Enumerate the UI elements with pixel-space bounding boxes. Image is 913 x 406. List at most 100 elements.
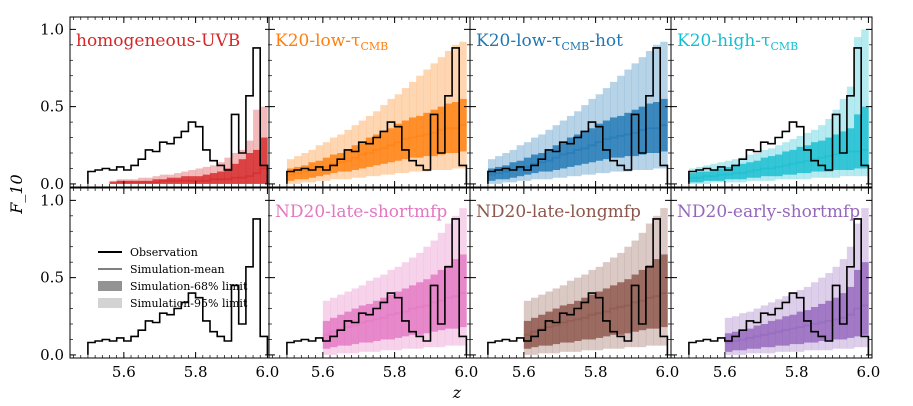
sim-68-bar <box>653 259 661 329</box>
y-tick-label: 0.5 <box>40 269 64 287</box>
panel-1: 0.0 0.5 1.0 homogeneous-UVB <box>40 16 272 193</box>
observation-line <box>688 218 870 355</box>
legend: Observation Simulation-mean Simulation-68%… <box>98 246 248 310</box>
sim-68-bar <box>408 285 417 335</box>
legend-label: Observation <box>130 246 198 259</box>
sim-68-bar <box>253 149 261 184</box>
sim-95-bar <box>861 29 869 177</box>
panel-background <box>70 17 271 187</box>
sim-68-bar <box>803 145 812 174</box>
model-label-text: homogeneous-UVB <box>76 31 240 51</box>
panel-plot-area <box>688 208 870 355</box>
figure-labels: F_10 z <box>7 174 462 402</box>
panel-6: 5.6 5.8 6.0 ND20-late-shortmfp <box>268 187 478 381</box>
x-tick-label: 5.6 <box>311 363 335 381</box>
sim-68-bar <box>818 140 826 172</box>
sim-68-bar <box>202 174 211 184</box>
observation-line <box>286 218 468 355</box>
sim-68-bar <box>775 154 783 177</box>
panel-3: K20-low-τCMB-hot <box>469 16 672 188</box>
sim-95-bar <box>854 37 862 177</box>
sim-68-bar <box>559 305 568 343</box>
model-label-subscript: CMB <box>770 40 798 53</box>
sim-68-bar <box>846 286 855 338</box>
sim-68-bar <box>238 159 247 184</box>
sim-68-bar <box>217 171 225 184</box>
sim-68-bar <box>231 163 239 184</box>
model-label-text: ND20-late-shortmfp <box>275 202 447 222</box>
model-label: ND20-late-longmfp <box>476 202 641 222</box>
sim-68-bar <box>861 106 869 169</box>
panel-plot-area <box>487 208 669 355</box>
panel-8: 5.6 5.8 6.0 ND20-early-shortmfp <box>670 187 880 381</box>
sim-68-bar <box>387 294 395 340</box>
observation-line <box>487 218 669 355</box>
x-tick-label: 6.0 <box>454 363 478 381</box>
sim-68-bar <box>416 282 424 335</box>
sim-mean-line <box>688 149 869 179</box>
x-tick-label: 6.0 <box>655 363 679 381</box>
sim-mean-line <box>322 292 467 336</box>
sim-68-bar <box>854 114 862 169</box>
sim-95-bar <box>253 109 261 184</box>
model-label: ND20-early-shortmfp <box>677 202 860 222</box>
sim-68-bar <box>796 146 805 174</box>
sim-68-bar <box>358 305 367 343</box>
y-axis-label: F_10 <box>7 174 26 214</box>
sim-68-bar <box>746 162 754 178</box>
panel-frame <box>670 187 873 359</box>
observation-line <box>286 47 468 184</box>
panel-5: 0.0 0.5 1.0 5.6 5.8 6.0 Observation Simulation-… <box>40 187 279 381</box>
panel-4: K20-high-τCMB <box>670 16 873 188</box>
sim-68-bar <box>459 254 467 328</box>
sim-68-bar <box>810 142 819 172</box>
panel-plot-area <box>87 47 269 184</box>
model-label: K20-low-τCMB-hot <box>476 31 623 53</box>
observation-line <box>87 47 269 184</box>
model-label-suffix: -hot <box>589 31 623 51</box>
panel-plot-area <box>87 218 269 355</box>
sim-68-bar <box>452 259 460 329</box>
sim-68-bar <box>760 157 769 177</box>
observation-line <box>87 218 269 355</box>
sim-68-bar <box>224 168 232 184</box>
sim-68-bar <box>846 128 855 170</box>
sim-68-bar <box>260 137 268 184</box>
sim-68-bar <box>839 131 848 170</box>
model-label-subscript: CMB <box>561 40 589 53</box>
legend-label: Simulation-68% limit <box>130 280 248 293</box>
panel-7: 5.6 5.8 6.0 ND20-late-longmfp <box>469 187 679 381</box>
observation-line <box>487 47 669 184</box>
sim-68-bar <box>660 254 668 328</box>
sim-68-bar <box>394 291 403 338</box>
y-tick-label: 0.5 <box>40 98 64 116</box>
sim-68-bar <box>595 291 604 338</box>
sim-68-bar <box>574 300 582 341</box>
x-tick-label: 5.8 <box>785 363 809 381</box>
sim-68-bar <box>825 137 833 172</box>
model-label: K20-low-τCMB <box>275 31 388 53</box>
y-tick-label: 0.0 <box>40 346 64 364</box>
sim-68-bar <box>566 303 575 343</box>
y-tick-label: 1.0 <box>40 191 64 209</box>
sim-68-bar <box>588 294 596 340</box>
x-tick-label: 5.6 <box>112 363 136 381</box>
sim-68-bar <box>545 311 553 346</box>
model-label: homogeneous-UVB <box>76 31 240 51</box>
legend-box-swatch <box>98 281 122 291</box>
legend-label: Simulation-95% limit <box>130 297 248 310</box>
x-tick-label: 5.6 <box>713 363 737 381</box>
y-tick-label: 1.0 <box>40 20 64 38</box>
sim-68-bar <box>724 166 733 180</box>
legend-label: Simulation-mean <box>130 263 225 276</box>
model-label-text: K20-low-τ <box>476 31 561 51</box>
sim-68-bar <box>617 282 625 335</box>
sim-68-bar <box>854 269 862 337</box>
sim-68-bar <box>365 303 374 343</box>
model-label: ND20-late-shortmfp <box>275 202 447 222</box>
model-label: K20-high-τCMB <box>677 31 798 53</box>
sim-68-bar <box>609 285 618 335</box>
sim-68-bar <box>832 134 840 170</box>
sim-68-bar <box>789 149 797 175</box>
